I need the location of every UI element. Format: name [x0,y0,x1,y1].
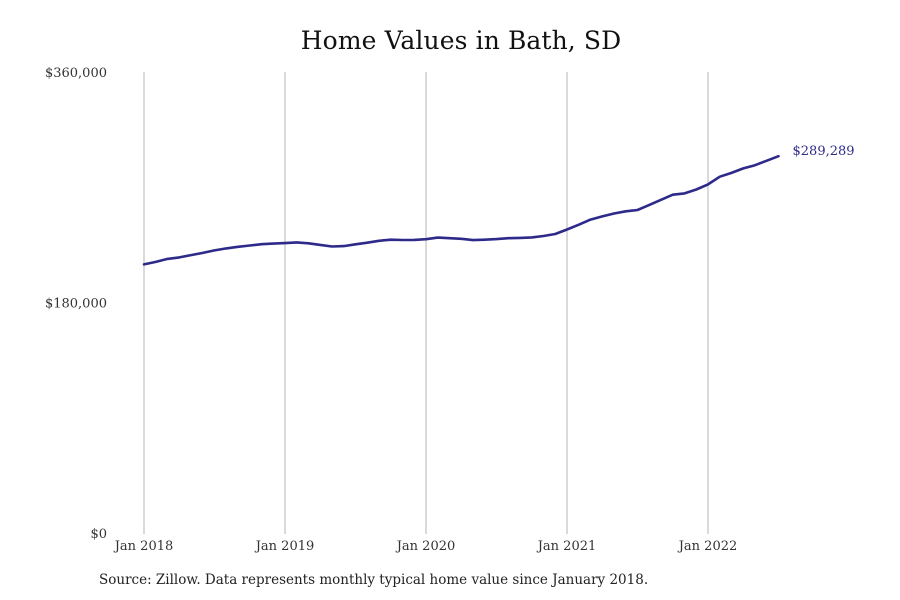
chart-title: Home Values in Bath, SD [300,26,622,55]
y-axis-tick-labels: $0 $180,000 $360,000 [45,66,107,542]
y-tick-label: $0 [90,527,107,542]
x-axis-tick-labels: Jan 2018 Jan 2019 Jan 2020 Jan 2021 Jan 2022 [113,539,738,554]
source-note: Source: Zillow. Data represents monthly … [99,572,649,588]
vertical-gridlines [143,72,709,534]
y-tick-label: $360,000 [45,66,107,81]
last-value-label: $289,289 [793,144,855,159]
x-tick-label: Jan 2022 [677,539,738,554]
y-tick-label: $180,000 [45,297,107,312]
x-tick-label: Jan 2021 [536,539,597,554]
home-value-series-line [142,154,780,266]
x-tick-label: Jan 2019 [254,539,315,554]
x-tick-label: Jan 2020 [395,539,456,554]
x-tick-label: Jan 2018 [113,539,174,554]
